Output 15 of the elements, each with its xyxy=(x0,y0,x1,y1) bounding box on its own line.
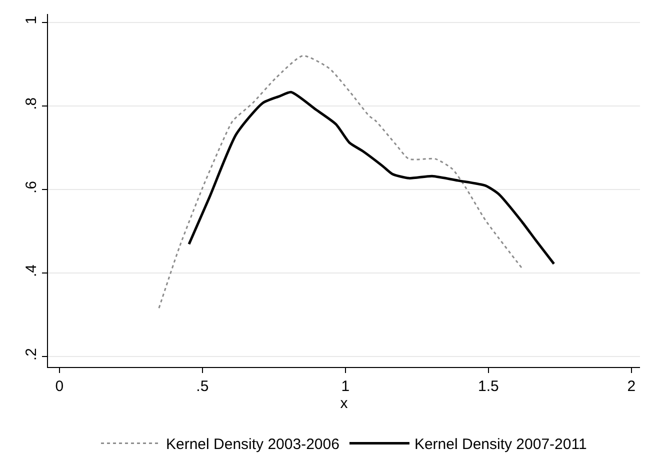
x-tick-label: 1 xyxy=(341,378,350,395)
y-tick-label: 1 xyxy=(23,16,40,24)
x-tick-label: 0 xyxy=(55,378,64,395)
line-series xyxy=(188,90,556,266)
y-tick-label: .8 xyxy=(23,97,40,110)
x-tick-label: .5 xyxy=(196,378,209,395)
x-tick-label: 2 xyxy=(627,378,636,395)
legend-label: Kernel Density 2007-2011 xyxy=(414,436,587,454)
line-series xyxy=(158,55,523,309)
legend-label: Kernel Density 2003-2006 xyxy=(166,436,340,454)
y-tick-label: .2 xyxy=(23,348,40,361)
x-tick-label: 1.5 xyxy=(478,378,499,395)
x-axis-title: x xyxy=(340,395,348,412)
y-tick-label: .6 xyxy=(23,180,40,194)
y-tick-label: .4 xyxy=(23,264,40,278)
